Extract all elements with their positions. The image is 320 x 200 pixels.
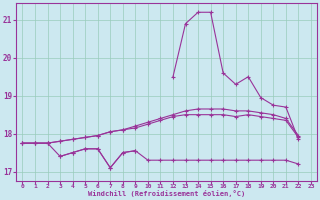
X-axis label: Windchill (Refroidissement éolien,°C): Windchill (Refroidissement éolien,°C) [88,190,245,197]
